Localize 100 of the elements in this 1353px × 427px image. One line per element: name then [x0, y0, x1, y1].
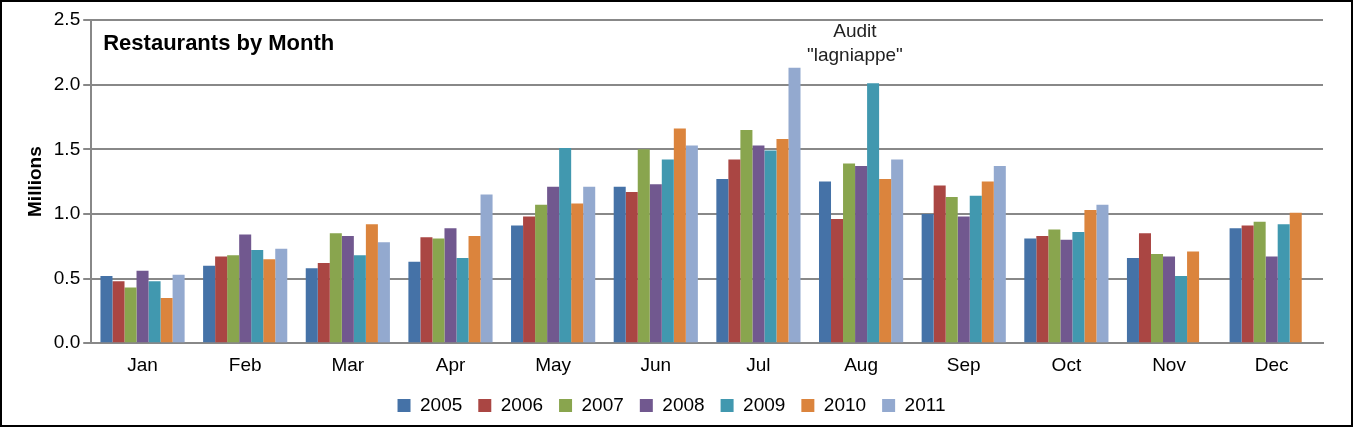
bar [239, 234, 252, 343]
bar [172, 274, 185, 343]
bar [1036, 235, 1049, 343]
bar [1084, 210, 1097, 343]
bar [891, 159, 904, 343]
bar [716, 179, 729, 343]
bar [685, 145, 698, 343]
bar [1289, 212, 1302, 343]
bar [1253, 221, 1266, 343]
bar [1265, 256, 1278, 343]
x-tick-label: Jan [127, 353, 158, 375]
bar [1126, 257, 1139, 343]
y-tick-label: 0.5 [53, 266, 81, 288]
bar [843, 163, 856, 343]
bar [1229, 228, 1242, 343]
y-tick-label: 2.5 [53, 8, 81, 30]
bar [263, 259, 276, 343]
bar [613, 186, 626, 343]
bar [535, 204, 548, 343]
x-tick-label: Nov [1152, 353, 1187, 375]
bar [480, 194, 493, 343]
y-tick-label: 1.5 [53, 137, 81, 159]
bar [275, 248, 288, 343]
legend-label: 2009 [743, 393, 786, 415]
x-tick-label: Oct [1051, 353, 1082, 375]
bar [981, 181, 994, 343]
bar [112, 281, 125, 343]
legend-label: 2005 [420, 393, 463, 415]
bar [432, 238, 445, 343]
bar [1163, 256, 1176, 343]
bar [1048, 229, 1061, 343]
bar [160, 297, 173, 343]
bar [148, 281, 161, 343]
bar [649, 184, 662, 343]
bar [365, 224, 378, 343]
bar [341, 235, 354, 343]
bar [933, 185, 946, 343]
bar [124, 287, 137, 343]
legend-label: 2007 [581, 393, 624, 415]
bar [831, 219, 844, 343]
bar [420, 237, 433, 343]
x-tick-label: May [535, 353, 572, 375]
x-tick-label: Dec [1254, 353, 1289, 375]
legend-label: 2006 [500, 393, 544, 415]
bar [1060, 239, 1073, 343]
y-tick-label: 1.0 [53, 202, 81, 224]
bar [1096, 204, 1109, 343]
bar [1072, 232, 1085, 343]
bar [100, 275, 113, 343]
bar [408, 261, 421, 343]
x-tick-label: Mar [331, 353, 365, 375]
legend-label: 2008 [662, 393, 705, 415]
bar [957, 216, 970, 343]
bar [1024, 238, 1037, 343]
y-tick-label: 2.0 [53, 72, 81, 94]
bar [1277, 224, 1290, 343]
x-tick-label: Feb [228, 353, 262, 375]
bar [136, 270, 149, 343]
bar [456, 257, 469, 343]
bar [673, 128, 686, 343]
bar [728, 159, 741, 343]
bar [251, 250, 264, 343]
y-axis-title: Millions [23, 146, 45, 217]
bar [752, 145, 765, 343]
bar [625, 191, 638, 343]
x-tick-label: Sep [946, 353, 981, 375]
bar [776, 138, 789, 343]
x-tick-label: Jun [640, 353, 672, 375]
legend-label: 2011 [904, 393, 946, 415]
bar [867, 83, 880, 343]
bar [305, 268, 318, 343]
x-tick-label: Jul [746, 353, 771, 375]
x-tick-label: Apr [435, 353, 466, 375]
bar [317, 263, 330, 343]
bar [559, 147, 572, 343]
bar [921, 213, 934, 343]
x-tick-label: Aug [844, 353, 878, 375]
bar [993, 166, 1006, 343]
bar [855, 166, 868, 343]
bar [444, 228, 457, 343]
legend-label: 2010 [823, 393, 867, 415]
bar [637, 149, 650, 343]
bar [1150, 254, 1164, 343]
bar [661, 159, 674, 343]
bar [511, 225, 524, 343]
bar [879, 179, 892, 343]
bar [353, 255, 366, 343]
bar [945, 197, 958, 343]
bar [1187, 251, 1200, 343]
annotation: Audit "lagniappe" [806, 19, 903, 65]
bar [227, 255, 240, 343]
bar [329, 233, 342, 343]
bar [788, 67, 801, 343]
bar [1241, 225, 1254, 343]
bar [547, 186, 560, 343]
bar [818, 181, 832, 343]
y-tick-label: 0.0 [53, 331, 81, 353]
bar [1138, 233, 1151, 343]
bar [969, 195, 982, 343]
bar [215, 256, 228, 343]
